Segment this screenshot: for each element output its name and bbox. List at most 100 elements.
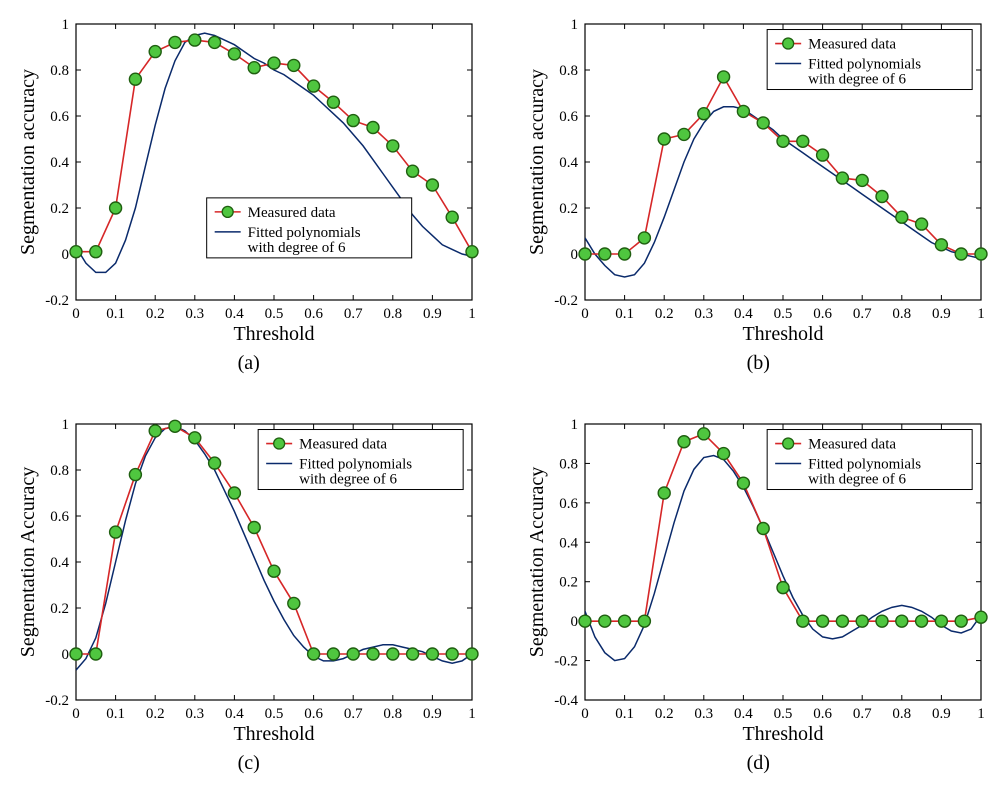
svg-text:Segmentation accuracy: Segmentation accuracy <box>526 69 548 255</box>
svg-text:0.3: 0.3 <box>185 306 204 322</box>
panel-a-sublabel: (a) <box>238 352 260 375</box>
svg-text:0.8: 0.8 <box>383 706 402 722</box>
svg-text:0.1: 0.1 <box>106 706 125 722</box>
svg-text:0.8: 0.8 <box>560 456 579 472</box>
svg-text:1: 1 <box>61 417 69 433</box>
svg-text:0.8: 0.8 <box>50 463 69 479</box>
svg-text:0.5: 0.5 <box>264 306 283 322</box>
svg-text:1: 1 <box>571 17 579 33</box>
svg-text:0.8: 0.8 <box>50 63 69 79</box>
svg-text:0: 0 <box>571 247 579 263</box>
svg-text:0.6: 0.6 <box>560 109 579 125</box>
svg-text:0.8: 0.8 <box>383 306 402 322</box>
svg-text:0.7: 0.7 <box>853 306 872 322</box>
svg-text:0.7: 0.7 <box>344 706 363 722</box>
svg-text:1: 1 <box>571 417 579 433</box>
svg-text:0.9: 0.9 <box>932 706 951 722</box>
svg-text:0.6: 0.6 <box>304 706 323 722</box>
svg-text:0.2: 0.2 <box>146 706 165 722</box>
svg-text:Measured data: Measured data <box>808 437 896 453</box>
panel-b: 00.10.20.30.40.50.60.70.80.91-0.200.20.4… <box>518 10 1000 386</box>
svg-text:Threshold: Threshold <box>233 323 314 345</box>
svg-text:Measured data: Measured data <box>808 37 896 53</box>
svg-text:0.7: 0.7 <box>344 306 363 322</box>
svg-text:0.5: 0.5 <box>774 306 793 322</box>
svg-text:Fitted polynomials: Fitted polynomials <box>247 225 360 241</box>
svg-text:-0.4: -0.4 <box>555 693 579 709</box>
svg-text:0: 0 <box>72 306 80 322</box>
svg-text:0.6: 0.6 <box>50 509 69 525</box>
svg-text:0.8: 0.8 <box>560 63 579 79</box>
svg-text:1: 1 <box>468 306 476 322</box>
svg-text:Threshold: Threshold <box>743 723 824 745</box>
svg-text:0.4: 0.4 <box>50 555 69 571</box>
svg-text:0.3: 0.3 <box>695 706 714 722</box>
svg-text:0.2: 0.2 <box>560 201 579 217</box>
svg-text:-0.2: -0.2 <box>555 654 579 670</box>
svg-text:Segmentation Accuracy: Segmentation Accuracy <box>526 467 548 658</box>
svg-text:Threshold: Threshold <box>743 323 824 345</box>
svg-text:0.6: 0.6 <box>560 496 579 512</box>
svg-text:0.2: 0.2 <box>50 601 69 617</box>
svg-text:0.4: 0.4 <box>734 306 753 322</box>
svg-text:with degree of 6: with degree of 6 <box>808 72 906 88</box>
svg-text:1: 1 <box>468 706 476 722</box>
svg-text:0: 0 <box>582 306 590 322</box>
svg-text:0.4: 0.4 <box>734 706 753 722</box>
svg-text:0: 0 <box>582 706 590 722</box>
panel-a: 00.10.20.30.40.50.60.70.80.91-0.200.20.4… <box>8 10 490 386</box>
svg-text:Fitted polynomials: Fitted polynomials <box>808 57 921 73</box>
svg-text:0.2: 0.2 <box>655 706 674 722</box>
panel-c: 00.10.20.30.40.50.60.70.80.91-0.200.20.4… <box>8 410 490 786</box>
svg-text:0: 0 <box>72 706 80 722</box>
svg-text:-0.2: -0.2 <box>555 293 579 309</box>
svg-text:0.9: 0.9 <box>932 306 951 322</box>
panel-c-sublabel: (c) <box>238 752 260 775</box>
svg-text:0.1: 0.1 <box>615 306 634 322</box>
svg-text:0.1: 0.1 <box>615 706 634 722</box>
svg-text:-0.2: -0.2 <box>45 293 69 309</box>
svg-text:0: 0 <box>61 247 69 263</box>
svg-text:Segmentation Accuracy: Segmentation Accuracy <box>17 467 39 658</box>
svg-text:0.9: 0.9 <box>423 306 442 322</box>
svg-text:0.6: 0.6 <box>813 706 832 722</box>
svg-text:0.4: 0.4 <box>50 155 69 171</box>
panel-d-svg: 0 0.1 0.2 0.3 0.4 0.5 0.6 0.7 0.8 0.9 1 -0.4 -0.2 0 0.… <box>523 410 993 750</box>
panel-c-svg: 00.10.20.30.40.50.60.70.80.91-0.200.20.4… <box>14 410 484 750</box>
svg-text:0: 0 <box>571 614 579 630</box>
svg-text:with degree of 6: with degree of 6 <box>247 240 345 256</box>
figure-grid: 00.10.20.30.40.50.60.70.80.91-0.200.20.4… <box>0 0 1007 796</box>
svg-text:0.6: 0.6 <box>813 306 832 322</box>
svg-text:0.7: 0.7 <box>853 706 872 722</box>
svg-text:0.9: 0.9 <box>423 706 442 722</box>
svg-text:1: 1 <box>61 17 69 33</box>
panel-d-sublabel: (d) <box>747 752 770 775</box>
svg-text:0.2: 0.2 <box>50 201 69 217</box>
svg-text:Threshold: Threshold <box>233 723 314 745</box>
svg-text:Measured data: Measured data <box>247 205 335 221</box>
svg-text:0.3: 0.3 <box>695 306 714 322</box>
svg-text:-0.2: -0.2 <box>45 693 69 709</box>
svg-text:0.8: 0.8 <box>893 706 912 722</box>
svg-text:0: 0 <box>61 647 69 663</box>
panel-b-svg: 00.10.20.30.40.50.60.70.80.91-0.200.20.4… <box>523 10 993 350</box>
panel-d: 0 0.1 0.2 0.3 0.4 0.5 0.6 0.7 0.8 0.9 1 -0.4 -0.2 0 0.… <box>518 410 1000 786</box>
svg-text:0.4: 0.4 <box>225 706 244 722</box>
svg-text:Fitted polynomials: Fitted polynomials <box>808 457 921 473</box>
svg-text:0.3: 0.3 <box>185 706 204 722</box>
svg-text:0.2: 0.2 <box>655 306 674 322</box>
svg-text:0.6: 0.6 <box>50 109 69 125</box>
svg-text:0.1: 0.1 <box>106 306 125 322</box>
svg-text:with degree of 6: with degree of 6 <box>299 472 397 488</box>
svg-text:0.5: 0.5 <box>774 706 793 722</box>
svg-text:Fitted polynomials: Fitted polynomials <box>299 457 412 473</box>
panel-a-svg: 00.10.20.30.40.50.60.70.80.91-0.200.20.4… <box>14 10 484 350</box>
svg-text:0.2: 0.2 <box>146 306 165 322</box>
svg-text:0.4: 0.4 <box>225 306 244 322</box>
svg-text:Measured data: Measured data <box>299 437 387 453</box>
svg-text:1: 1 <box>978 306 986 322</box>
svg-text:0.4: 0.4 <box>560 155 579 171</box>
svg-text:0.2: 0.2 <box>560 575 579 591</box>
svg-text:0.4: 0.4 <box>560 535 579 551</box>
panel-b-sublabel: (b) <box>747 352 770 375</box>
